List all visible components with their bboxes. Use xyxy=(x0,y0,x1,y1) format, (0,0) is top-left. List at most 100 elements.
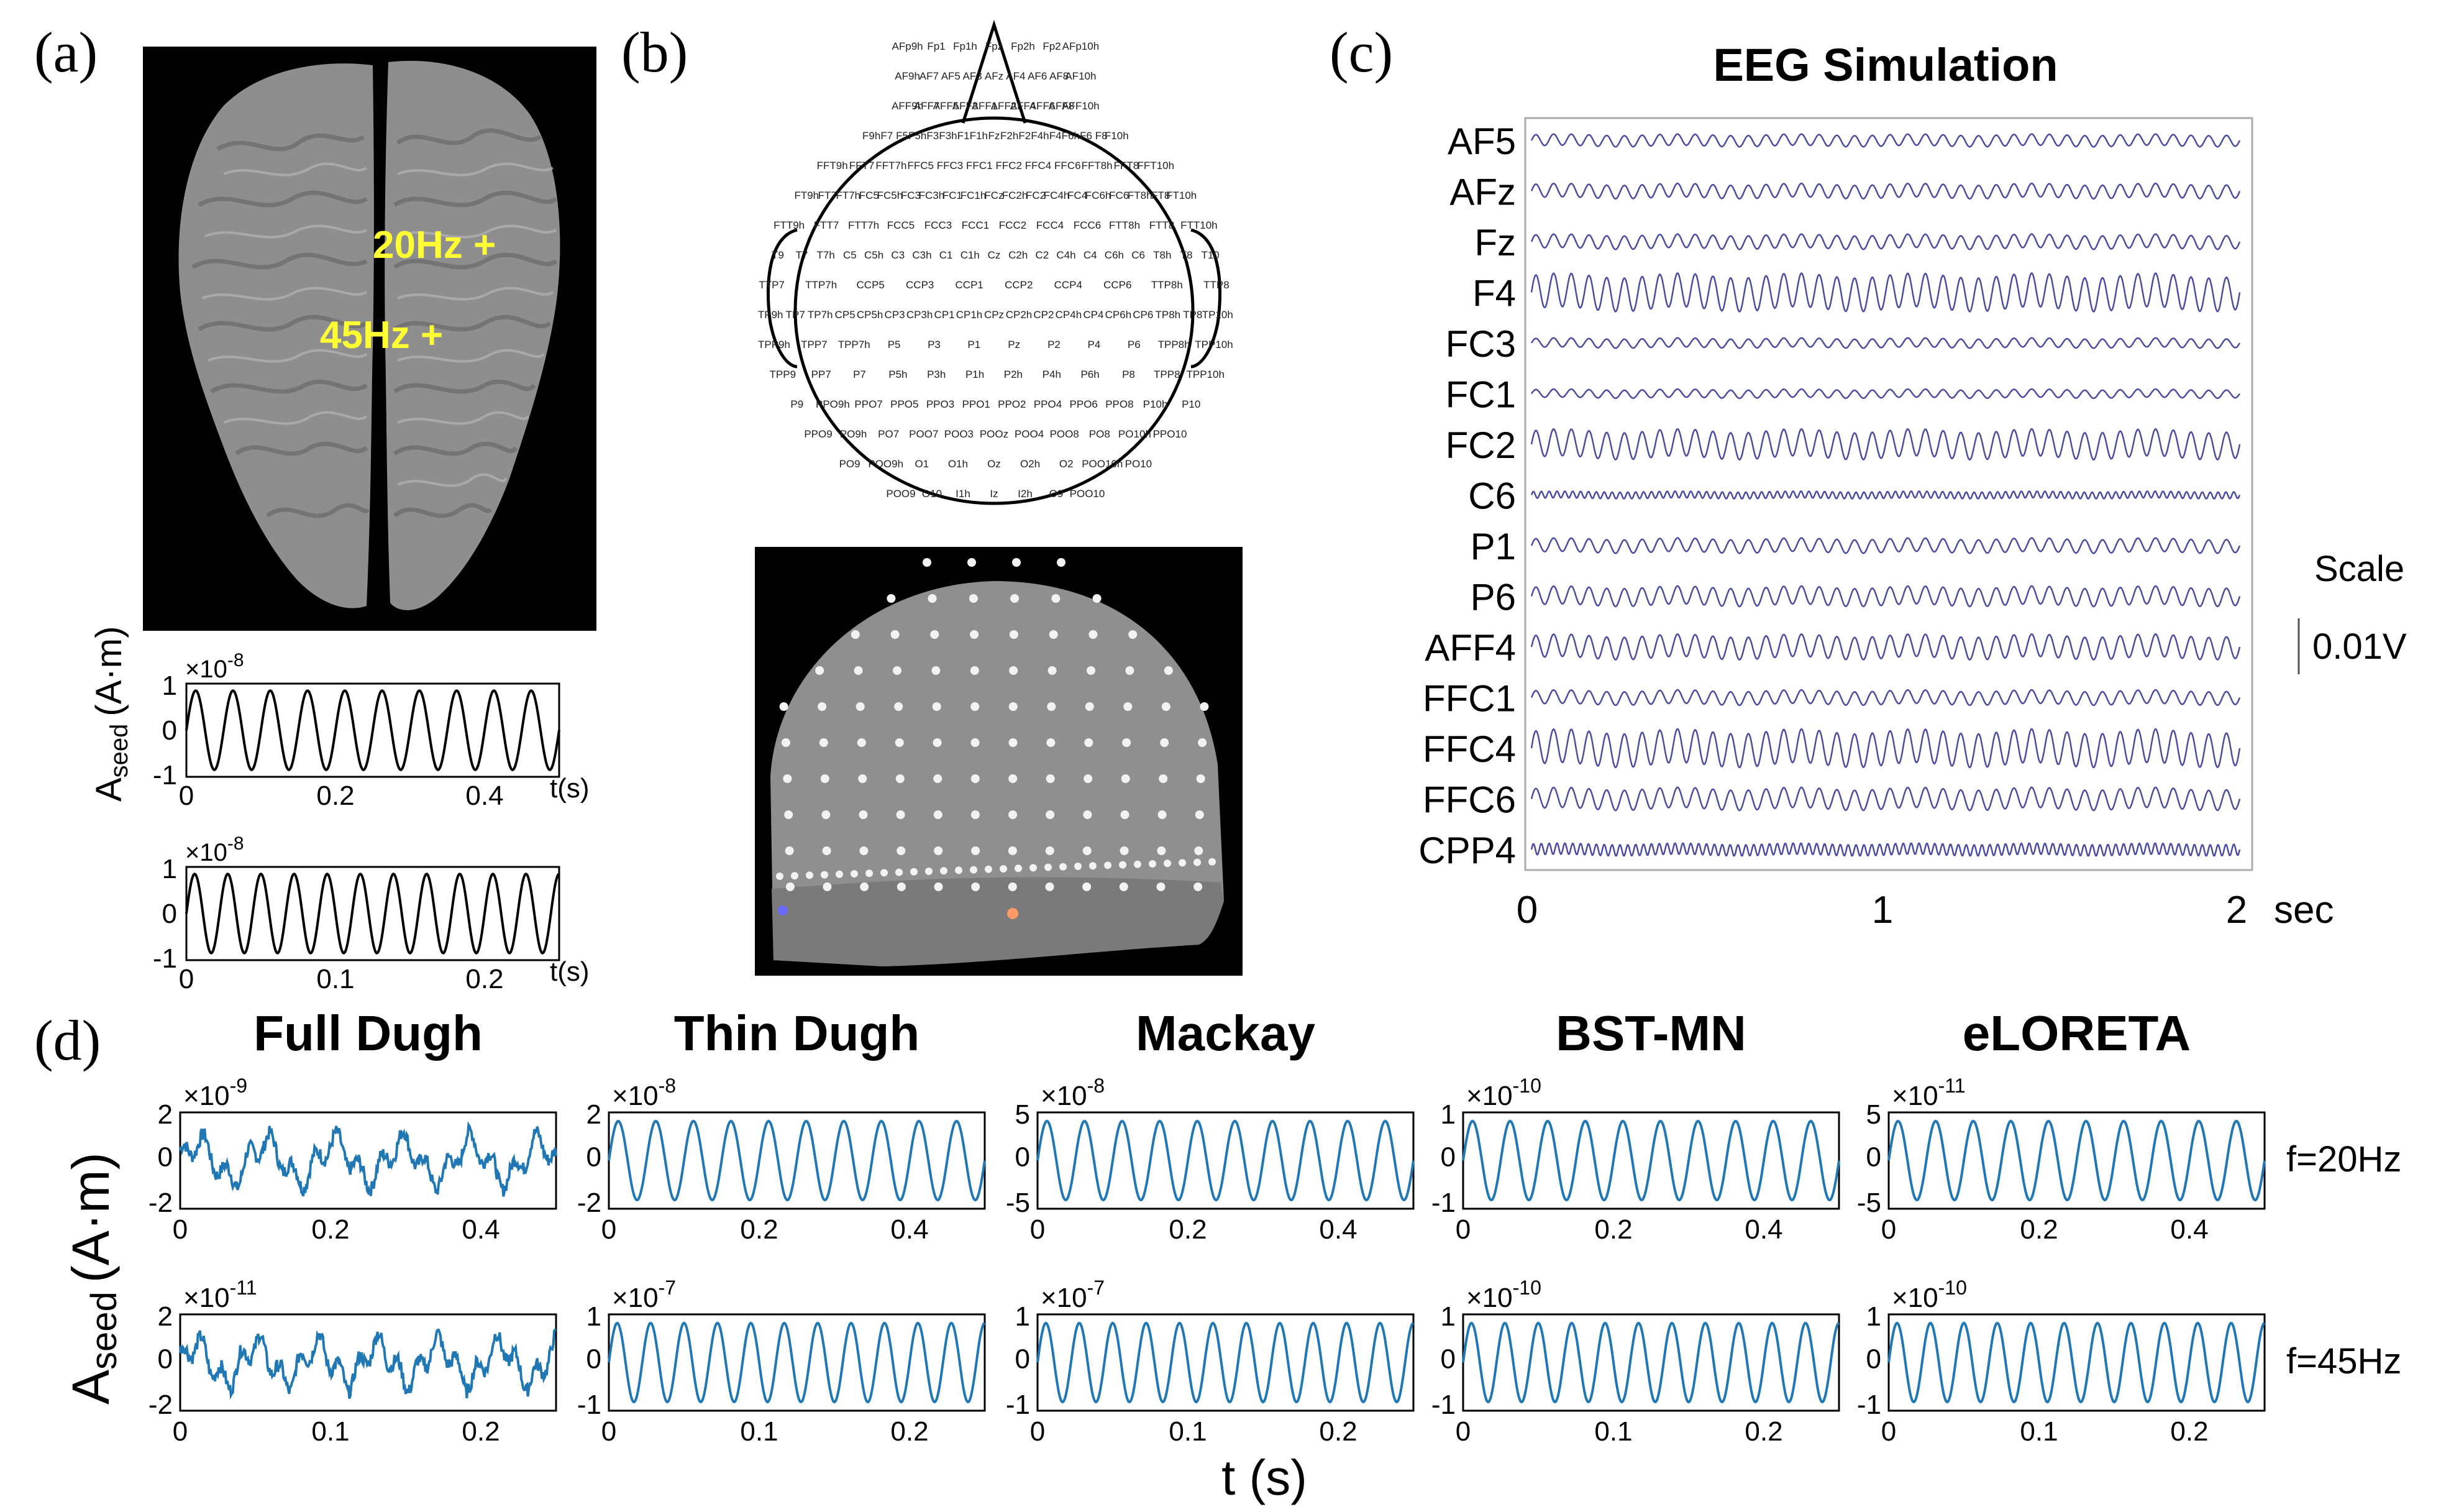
electrode-label: AFF6 xyxy=(1029,100,1056,112)
electrode-label: FT8h xyxy=(1128,190,1152,201)
electrode-dot xyxy=(890,630,900,639)
brain-image: 20Hz + 45Hz + xyxy=(143,47,596,631)
electrode-label: Fp2h xyxy=(1011,40,1035,52)
electrode-label: C3h xyxy=(912,249,931,261)
eeg-channel-trace xyxy=(1530,182,2241,200)
eeg-xtick-0: 0 xyxy=(1517,889,1538,932)
electrode-label: CP3h xyxy=(906,309,933,321)
electrode-dot xyxy=(933,738,942,747)
recon-ytick: 0 xyxy=(1866,1344,1881,1375)
eeg-channel-label: Fz xyxy=(1474,222,1516,263)
electrode-label: O10 xyxy=(922,488,942,500)
electrode-dot xyxy=(776,873,783,880)
eeg-channel-label: AFF4 xyxy=(1425,627,1516,669)
electrode-dot xyxy=(1149,860,1156,868)
electrode-dot xyxy=(967,558,976,567)
electrode-dot xyxy=(857,738,866,747)
electrode-label: TTP7h xyxy=(805,279,837,291)
recon-trace xyxy=(1036,1119,1415,1202)
panel-d-label: (d) xyxy=(34,1009,101,1072)
electrode-label: C6h xyxy=(1105,249,1124,261)
electrode-label: AF3 xyxy=(963,70,982,82)
electrode-label: FT8 xyxy=(1151,190,1170,201)
recon-ytick: -1 xyxy=(1006,1390,1030,1420)
pa-plot1-trace xyxy=(185,689,560,772)
recon-exponent-base: ×10 xyxy=(1466,1283,1513,1313)
electrode-label: FCC5 xyxy=(887,219,915,231)
electrode-dot xyxy=(785,882,795,891)
electrode-label: PO10h xyxy=(1118,428,1151,440)
pd-ylabel-main: A xyxy=(62,1370,120,1404)
electrode-dot xyxy=(815,666,824,675)
electrode-label: T9 xyxy=(772,249,784,261)
recon-xtick: 0.2 xyxy=(1319,1416,1357,1447)
electrode-label: FFT10h xyxy=(1138,160,1175,172)
electrode-label: CP2 xyxy=(1033,309,1054,321)
pd-xlabel: t (s) xyxy=(1221,1450,1307,1505)
electrode-label: C4 xyxy=(1084,249,1097,261)
recon-xtick: 0 xyxy=(1881,1214,1896,1245)
electrode-dot xyxy=(865,869,873,877)
electrode-label: I1h xyxy=(956,488,970,500)
fiducial-nasion xyxy=(1007,908,1018,919)
electrode-label: C6 xyxy=(1131,249,1145,261)
electrode-label: FC2h xyxy=(1002,190,1028,201)
electrode-label: TPP7h xyxy=(838,339,870,351)
electrode-dot xyxy=(934,882,943,891)
electrode-label: FCC4 xyxy=(1036,219,1064,231)
electrode-label: FC3 xyxy=(901,190,921,201)
recon-ytick: 0 xyxy=(586,1344,601,1375)
electrode-dot xyxy=(859,846,869,855)
recon-exponent: ×10-9 xyxy=(183,1074,247,1111)
electrode-dot xyxy=(1082,882,1092,891)
recon-ytick: 0 xyxy=(1015,1344,1030,1375)
recon-trace xyxy=(179,1121,557,1197)
electrode-label: AFF5 xyxy=(933,100,959,112)
eeg-channel-label: FC1 xyxy=(1446,374,1516,416)
electrode-dot xyxy=(1121,774,1130,783)
pa-plot2-ytick-top: 1 xyxy=(162,854,177,884)
recon-xtick: 0.2 xyxy=(311,1214,349,1245)
eeg-channel-label: AFz xyxy=(1449,172,1516,213)
recon-xtick: 0.1 xyxy=(740,1416,778,1447)
electrode-dot xyxy=(1051,594,1061,603)
electrode-label: FT7h xyxy=(836,190,860,201)
electrode-label: FCC3 xyxy=(924,219,952,231)
recon-exponent: ×10-8 xyxy=(612,1074,676,1111)
electrode-dot xyxy=(1082,846,1092,855)
eeg-channel-label: FFC1 xyxy=(1423,678,1516,720)
nose xyxy=(961,19,1027,124)
electrode-dot xyxy=(823,882,832,891)
pa-plot2-trace xyxy=(185,872,560,955)
recon-exponent-power: -9 xyxy=(230,1074,247,1097)
electrode-label: TP8 xyxy=(1183,309,1202,321)
electrode-dot xyxy=(1123,702,1133,711)
eeg-channel-label: F4 xyxy=(1472,273,1516,314)
electrode-label: PPO2 xyxy=(998,398,1026,410)
electrode-label: FFT7h xyxy=(875,160,906,172)
electrode-label: P2h xyxy=(1004,369,1023,380)
electrode-label: FFT9h xyxy=(817,160,848,172)
electrode-label: FFC5 xyxy=(907,160,934,172)
electrode-label: FC2 xyxy=(1026,190,1046,201)
electrode-label: TPP10h xyxy=(1186,369,1224,380)
electrode-dot xyxy=(985,865,992,873)
electrode-label: TPP9 xyxy=(770,369,796,380)
panel-c-label: (c) xyxy=(1330,21,1393,84)
electrode-label: POO7 xyxy=(909,428,938,440)
electrode-dot xyxy=(1046,810,1055,819)
electrode-label: F6h xyxy=(1062,130,1080,142)
electrode-dot xyxy=(854,666,863,675)
electrode-label: FC1h xyxy=(961,190,987,201)
electrode-label: Oz xyxy=(987,458,1001,470)
eeg-channel-label: FFC4 xyxy=(1423,728,1516,770)
electrode-label: POO9 xyxy=(886,488,915,500)
electrode-dot xyxy=(1198,738,1207,747)
electrode-label: AFF9h xyxy=(892,100,923,112)
seed-signal-plots: Aseed(A·m) ×10-8 1 0 -1 0 0.2 0.4 t(s) ×… xyxy=(89,626,590,994)
eeg-channel-trace xyxy=(1530,388,2241,400)
electrode-label: Fp2 xyxy=(1043,40,1061,52)
electrode-dot xyxy=(970,738,980,747)
recon-exponent-base: ×10 xyxy=(1041,1081,1087,1111)
electrode-dot xyxy=(785,846,794,855)
